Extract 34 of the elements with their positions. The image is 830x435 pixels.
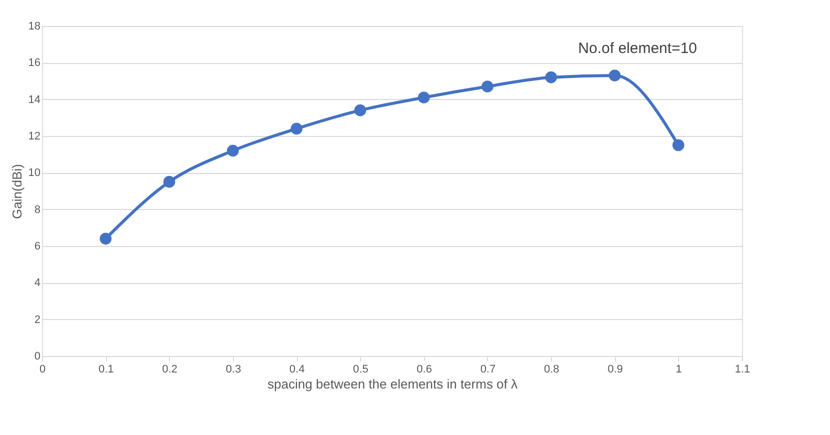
y-tick-label: 2: [34, 314, 40, 326]
x-tick-label: 0.3: [226, 364, 242, 376]
x-tick-label: 1.1: [734, 364, 750, 376]
x-tick-label: 0.7: [480, 364, 496, 376]
y-tick-label: 16: [28, 57, 40, 70]
y-tick-label: 6: [34, 240, 40, 252]
y-tick-label: 14: [28, 94, 40, 106]
y-tick-label: 0: [34, 350, 40, 362]
point: [608, 70, 621, 82]
point: [545, 71, 558, 84]
x-tick-label: 0.2: [162, 364, 178, 376]
x-tick-label: 0.9: [608, 364, 623, 376]
x-tick-label: 0.5: [353, 364, 368, 376]
annotation: No.of element=10: [578, 40, 697, 57]
x-tick-label: 0.6: [416, 364, 432, 376]
y-tick-label: 8: [34, 204, 40, 216]
y-tick-label: 10: [28, 167, 40, 180]
y-axis-title: Gain(dBi): [9, 164, 24, 219]
point: [482, 80, 494, 92]
y-tick-label: 4: [34, 277, 40, 290]
point: [100, 232, 112, 245]
point: [290, 122, 302, 135]
point: [418, 92, 430, 104]
x-tick-label: 0.4: [289, 364, 305, 376]
x-tick-label: 0.8: [544, 364, 560, 376]
point: [163, 176, 176, 188]
y-tick-label: 12: [28, 130, 40, 142]
y-tick-label: 18: [28, 20, 40, 32]
x-tick-label: 0.1: [98, 364, 114, 376]
point: [226, 144, 239, 157]
point: [672, 139, 684, 152]
x-axis-title: spacing between the elements in terms of λ: [267, 376, 518, 392]
x-tick-label: 1: [676, 364, 682, 376]
point: [354, 104, 366, 116]
